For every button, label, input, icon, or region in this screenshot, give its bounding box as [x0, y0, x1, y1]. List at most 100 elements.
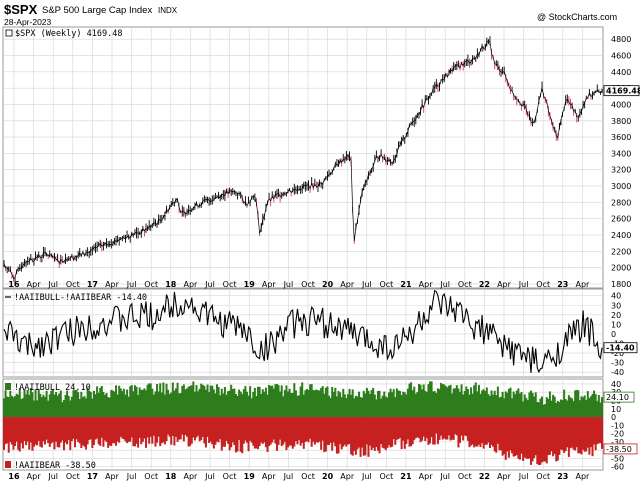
bull-bar — [484, 391, 487, 418]
bull-bar — [580, 396, 583, 418]
bear-bar — [452, 417, 455, 440]
bear-bar — [324, 417, 327, 452]
bull-bar — [176, 382, 179, 418]
bear-bar — [488, 417, 491, 449]
bear-bar — [474, 417, 477, 447]
bear-bar — [211, 417, 214, 445]
bull-bar — [503, 398, 506, 418]
bear-bar — [222, 417, 225, 447]
bull-bar — [421, 389, 424, 418]
bull-bar — [522, 401, 525, 418]
x-tick-label: Apr — [27, 280, 42, 289]
bear-bar — [200, 417, 203, 441]
bear-bar — [219, 417, 222, 440]
bear-bar — [526, 417, 529, 459]
bear-bar — [6, 417, 9, 444]
bull-bar — [151, 388, 154, 418]
bull-bar — [509, 387, 512, 418]
bull-bar — [37, 388, 40, 418]
bull-bar — [335, 396, 338, 418]
bear-bar — [168, 417, 171, 437]
bear-bar — [591, 417, 594, 457]
bull-bar — [126, 389, 129, 418]
bear-bar — [312, 417, 315, 442]
bear-bar — [146, 417, 149, 438]
bull-bar — [468, 394, 471, 418]
bull-bar — [73, 390, 77, 418]
bear-bar — [165, 417, 168, 442]
bear-bar — [346, 417, 349, 445]
bull-bar — [4, 390, 7, 418]
bear-bar — [23, 417, 26, 441]
bull-bar — [399, 391, 402, 418]
bear-bar — [318, 417, 321, 442]
bull-bar — [61, 402, 64, 418]
bear-bar — [160, 417, 163, 444]
bull-bar — [291, 392, 294, 418]
bull-bar — [577, 390, 580, 418]
bear-bar — [39, 417, 42, 447]
bear-bar — [50, 417, 53, 444]
bear-bar — [403, 417, 406, 449]
bear-bar — [487, 417, 490, 443]
bear-bar — [507, 417, 510, 458]
bear-bar — [514, 417, 517, 457]
bear-bar — [541, 417, 544, 463]
bull-bar — [332, 391, 335, 418]
bear-bar — [436, 417, 439, 445]
bull-bar — [528, 392, 531, 418]
bear-bar — [305, 417, 308, 442]
bull-bar — [217, 386, 220, 418]
bear-bar — [83, 417, 86, 447]
bear-bar — [151, 417, 154, 444]
bull-bar — [351, 389, 354, 418]
bear-bar — [111, 417, 114, 444]
bear-bar — [116, 417, 119, 442]
bear-bar — [364, 417, 367, 456]
bull-bar — [143, 388, 146, 418]
bull-bar — [107, 397, 110, 418]
bull-bar — [373, 394, 376, 418]
spread-line — [3, 289, 603, 374]
bull-bar — [149, 383, 152, 418]
bull-bar — [274, 384, 277, 418]
bear-bar — [32, 417, 35, 447]
bull-bar — [283, 390, 286, 418]
bear-bar — [522, 417, 525, 461]
bear-bar — [272, 417, 275, 440]
bull-bar — [454, 388, 457, 418]
bull-bar — [389, 388, 392, 418]
bear-bar — [597, 417, 600, 444]
bear-bar — [268, 417, 271, 447]
bull-bar — [257, 386, 260, 418]
bull-bar — [228, 390, 231, 418]
bear-bar — [58, 417, 61, 448]
bull-bar — [28, 394, 31, 418]
bear-bar — [462, 417, 465, 441]
bull-bar — [67, 395, 70, 418]
bull-bar — [436, 388, 439, 418]
bear-bar — [135, 417, 138, 444]
bear-bar — [555, 417, 558, 462]
bear-bar — [501, 417, 504, 456]
bear-bar — [339, 417, 342, 444]
bull-bar — [225, 394, 228, 418]
bear-last-value: -38.50 — [606, 445, 632, 454]
bull-bar — [552, 394, 555, 418]
bull-bar — [589, 396, 592, 418]
bull-bar — [517, 388, 520, 418]
x-tick-label: Apr — [262, 472, 277, 481]
bear-bar — [353, 417, 356, 451]
bear-bar — [261, 417, 264, 444]
bull-bar — [321, 386, 324, 418]
bull-bar — [72, 390, 75, 418]
bear-bar — [506, 417, 509, 452]
bear-bar — [447, 417, 450, 436]
bear-bar — [239, 417, 242, 452]
bull-bar — [264, 387, 267, 418]
bear-bar — [233, 417, 236, 446]
bear-bar — [51, 417, 54, 443]
bear-bar — [518, 417, 521, 460]
bear-bar — [14, 417, 17, 446]
bull-bar — [471, 393, 474, 418]
